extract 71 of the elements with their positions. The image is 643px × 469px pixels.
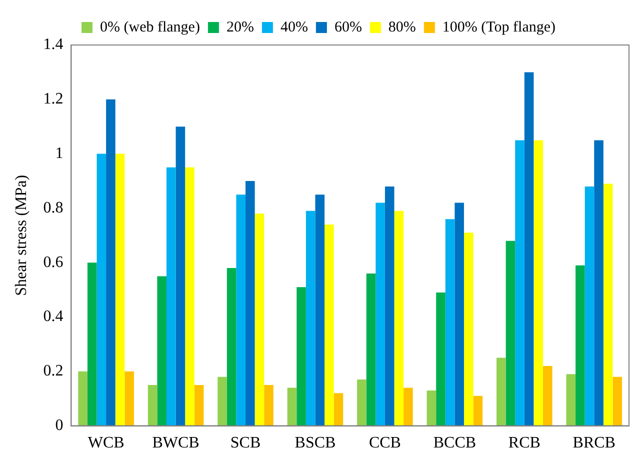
bar (264, 385, 274, 426)
bar (603, 184, 613, 426)
bar (376, 202, 385, 426)
x-tick-label: WCB (88, 434, 124, 452)
bar (496, 358, 506, 426)
bar (506, 240, 516, 426)
legend-label: 0% (web flange) (100, 19, 200, 36)
bar (157, 276, 166, 426)
bar (334, 393, 344, 426)
bar (534, 140, 544, 426)
bar (366, 273, 376, 426)
bar (296, 287, 306, 426)
x-tick-label: CCB (368, 434, 401, 452)
bar (445, 219, 455, 426)
bar (78, 371, 88, 426)
y-tick-label: 1 (55, 145, 64, 162)
bar (87, 262, 97, 426)
bar (315, 194, 325, 426)
bar (166, 167, 176, 426)
bar (566, 374, 576, 426)
bar (226, 268, 236, 426)
bar (594, 140, 604, 426)
bar (436, 292, 446, 426)
bar (115, 154, 125, 426)
bar (357, 380, 366, 426)
bar (306, 210, 316, 426)
bar (106, 99, 116, 426)
bar (473, 396, 483, 426)
x-tick-label: BRCB (572, 434, 616, 452)
legend-label: 80% (388, 19, 416, 36)
y-tick-label: 0.4 (43, 308, 64, 326)
bar (454, 202, 464, 426)
bar (612, 376, 622, 426)
bar (176, 126, 186, 426)
bar (324, 224, 334, 426)
y-tick-label: 0 (55, 417, 64, 434)
bar (394, 210, 404, 426)
legend-label: 20% (226, 19, 254, 36)
x-tick-label: BWCB (152, 434, 200, 452)
x-tick-label: BCCB (433, 434, 476, 452)
y-tick-label: 1.4 (43, 36, 64, 54)
bar (194, 385, 204, 426)
bar (426, 390, 436, 426)
bar (218, 376, 227, 426)
y-tick-label: 0.2 (43, 362, 64, 380)
bar (576, 265, 585, 426)
bar (464, 232, 474, 426)
legend-label: 60% (334, 19, 362, 36)
y-axis-title: Shear stress (MPa) (12, 174, 30, 296)
x-tick-label: BSCB (294, 434, 336, 452)
bar (524, 72, 534, 426)
x-tick-label: RCB (508, 434, 540, 452)
legend-label: 40% (280, 19, 308, 36)
y-tick-label: 1.2 (43, 90, 64, 108)
bar (124, 371, 134, 426)
bar (584, 186, 594, 426)
y-tick-label: 0.8 (43, 199, 64, 216)
bar (236, 194, 246, 426)
bar (404, 388, 413, 426)
bar (287, 388, 297, 426)
x-tick-label: SCB (230, 434, 261, 452)
bar (254, 214, 264, 426)
bar (96, 154, 106, 426)
y-tick-label: 0.6 (43, 254, 64, 271)
bar (543, 366, 552, 426)
bar (384, 186, 394, 426)
legend-label: 100% (Top flange) (442, 19, 556, 36)
bar (515, 140, 524, 426)
bar (246, 181, 255, 426)
bar (185, 167, 194, 426)
bar (148, 385, 158, 426)
